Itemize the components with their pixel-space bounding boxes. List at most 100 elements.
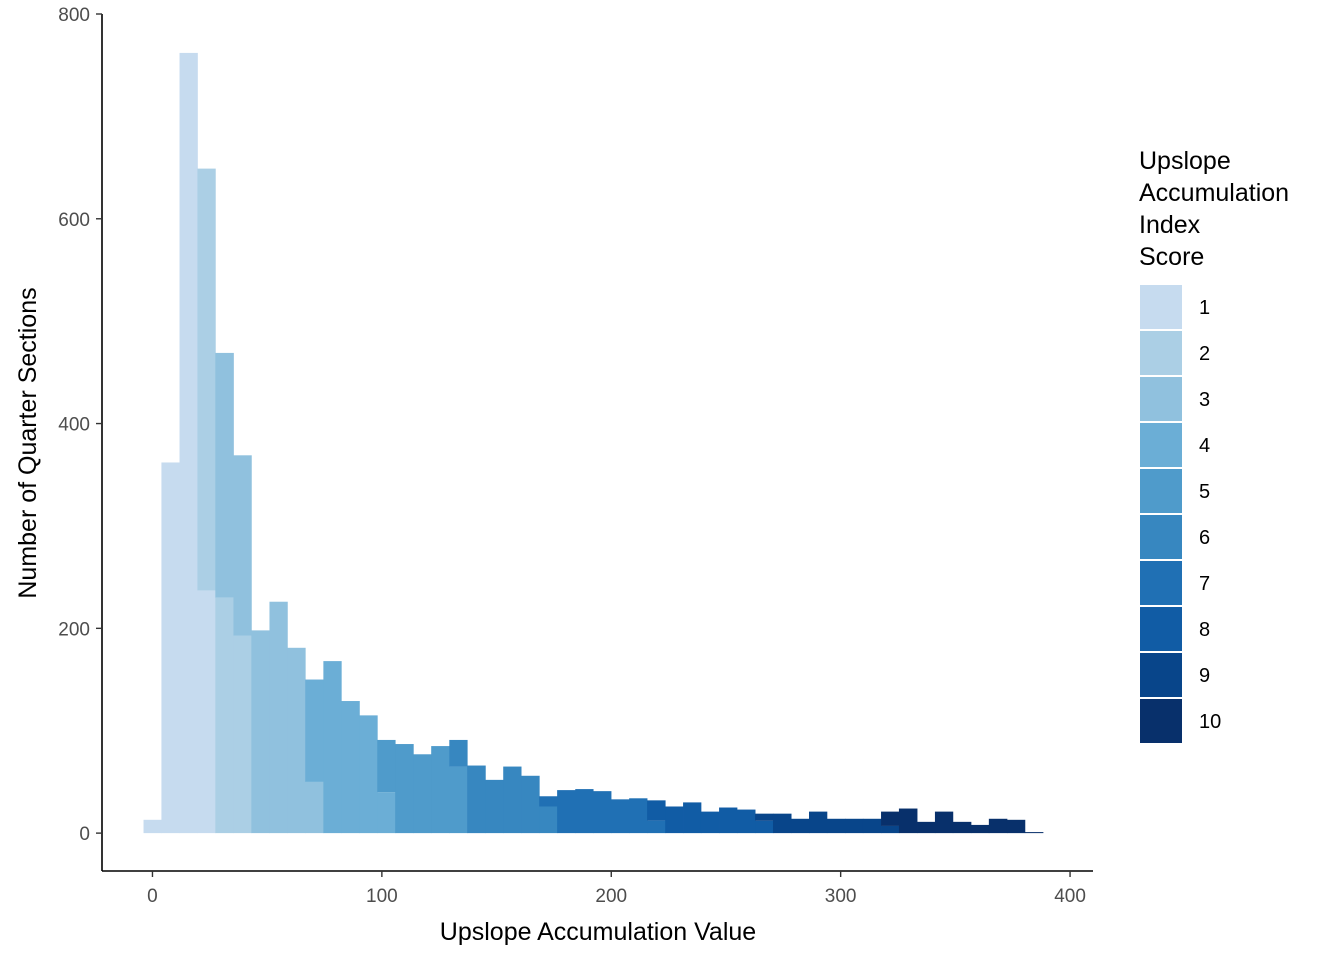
bar-score-6-bin-3 (503, 766, 522, 834)
bar-score-7-bin-5 (629, 798, 648, 834)
legend-key-2 (1140, 331, 1182, 375)
legend-label-4: 4 (1199, 435, 1210, 457)
bar-score-4-bin-1 (323, 661, 342, 834)
y-tick-label: 800 (58, 5, 90, 26)
bar-score-4-bin-4 (377, 792, 396, 834)
y-tick-label: 600 (58, 210, 90, 231)
bar-score-9-bin-7 (881, 825, 900, 834)
bar-score-1-bin-2 (179, 52, 198, 834)
legend-key-10 (1140, 699, 1182, 743)
x-tick-label: 0 (147, 886, 158, 907)
bar-score-10-bin-3 (934, 811, 954, 834)
legend-key-3 (1140, 377, 1182, 421)
bar-score-3-bin-0 (215, 352, 234, 598)
bar-score-10-bin-8 (1024, 832, 1044, 834)
bar-score-8-bin-0 (647, 800, 666, 821)
legend-label-9: 9 (1199, 665, 1210, 687)
bar-score-9-bin-4 (826, 818, 846, 834)
bar-score-1-bin-3 (197, 590, 216, 834)
bar-score-8-bin-2 (683, 802, 702, 834)
bar-score-5-bin-4 (449, 766, 468, 834)
bar-score-6-bin-2 (485, 779, 504, 834)
bar-score-10-bin-6 (988, 818, 1008, 834)
bar-score-4-bin-2 (341, 701, 360, 834)
bar-score-2-bin-0 (197, 168, 216, 591)
bar-score-8-bin-3 (700, 811, 720, 834)
bar-score-7-bin-4 (611, 799, 630, 834)
legend-title-line: Index (1139, 211, 1201, 239)
bar-score-9-bin-0 (755, 813, 774, 821)
bar-score-5-bin-1 (395, 744, 414, 834)
bar-score-10-bin-2 (917, 821, 936, 834)
y-tick-label: 0 (79, 824, 90, 845)
axes: 0 100 200 300 400 0 200 400 600 800 (58, 5, 1093, 907)
bar-score-8-bin-5 (736, 809, 756, 834)
legend-label-10: 10 (1199, 711, 1221, 733)
bar-score-7-bin-6 (647, 820, 666, 834)
bar-score-4-bin-0 (305, 679, 324, 782)
bar-score-7-bin-3 (593, 791, 612, 834)
bar-score-8-bin-1 (665, 806, 684, 834)
y-tick-label: 400 (58, 415, 90, 436)
legend-key-9 (1140, 653, 1182, 697)
bar-score-5-bin-0 (377, 739, 396, 793)
bar-score-6-bin-5 (539, 806, 558, 834)
bar-score-3-bin-5 (305, 781, 324, 834)
bar-score-7-bin-2 (575, 789, 594, 834)
bar-score-6-bin-4 (521, 775, 540, 834)
bar-score-10-bin-0 (881, 811, 900, 826)
bar-score-10-bin-7 (1006, 819, 1026, 834)
legend-key-7 (1140, 561, 1182, 605)
bar-score-7-bin-0 (539, 796, 558, 807)
legend-key-5 (1140, 469, 1182, 513)
bar-score-2-bin-2 (233, 635, 252, 834)
legend-key-1 (1140, 285, 1182, 329)
legend-label-6: 6 (1199, 527, 1210, 549)
bar-score-3-bin-3 (269, 601, 288, 834)
bar-score-7-bin-1 (557, 790, 576, 834)
bar-score-1-bin-0 (143, 819, 162, 834)
x-tick-label: 100 (366, 886, 398, 907)
histogram-bars (143, 52, 1044, 834)
bar-score-6-bin-1 (467, 765, 486, 834)
bar-score-10-bin-5 (970, 824, 990, 834)
bar-score-1-bin-1 (161, 462, 180, 834)
bar-score-3-bin-2 (251, 630, 270, 834)
bar-score-3-bin-1 (233, 455, 252, 636)
bar-score-9-bin-3 (809, 811, 828, 834)
legend-label-3: 3 (1199, 389, 1210, 411)
legend-label-5: 5 (1199, 481, 1210, 503)
legend: Upslope Accumulation Index Score 1 2 3 4 5 6 7 8 9 10 (1139, 147, 1289, 743)
y-tick-label: 200 (58, 619, 90, 640)
bar-score-8-bin-6 (755, 820, 774, 834)
bar-score-2-bin-1 (215, 597, 234, 834)
x-tick-label: 400 (1054, 886, 1086, 907)
x-tick-label: 300 (825, 886, 857, 907)
x-axis-title: Upslope Accumulation Value (440, 918, 756, 946)
bar-score-6-bin-0 (449, 739, 468, 767)
bar-score-4-bin-3 (359, 715, 378, 834)
legend-key-6 (1140, 515, 1182, 559)
legend-key-4 (1140, 423, 1182, 467)
legend-title-line: Accumulation (1139, 179, 1289, 207)
bar-score-9-bin-5 (845, 818, 864, 834)
legend-label-1: 1 (1199, 297, 1210, 319)
legend-key-8 (1140, 607, 1182, 651)
legend-title-line: Upslope (1139, 147, 1231, 175)
legend-label-7: 7 (1199, 573, 1210, 595)
bar-score-5-bin-2 (413, 754, 432, 834)
legend-label-2: 2 (1199, 343, 1210, 365)
bar-score-5-bin-3 (431, 746, 450, 834)
bar-score-3-bin-4 (287, 647, 306, 834)
bar-score-8-bin-4 (719, 807, 738, 834)
bar-score-9-bin-2 (791, 818, 810, 834)
bar-score-9-bin-1 (772, 813, 792, 834)
x-tick-label: 200 (595, 886, 627, 907)
bar-score-10-bin-4 (952, 821, 972, 834)
legend-label-8: 8 (1199, 619, 1210, 641)
bar-score-9-bin-6 (862, 818, 882, 834)
bar-score-10-bin-1 (898, 808, 918, 834)
y-axis-title: Number of Quarter Sections (14, 287, 42, 598)
legend-title-line: Score (1139, 243, 1204, 271)
